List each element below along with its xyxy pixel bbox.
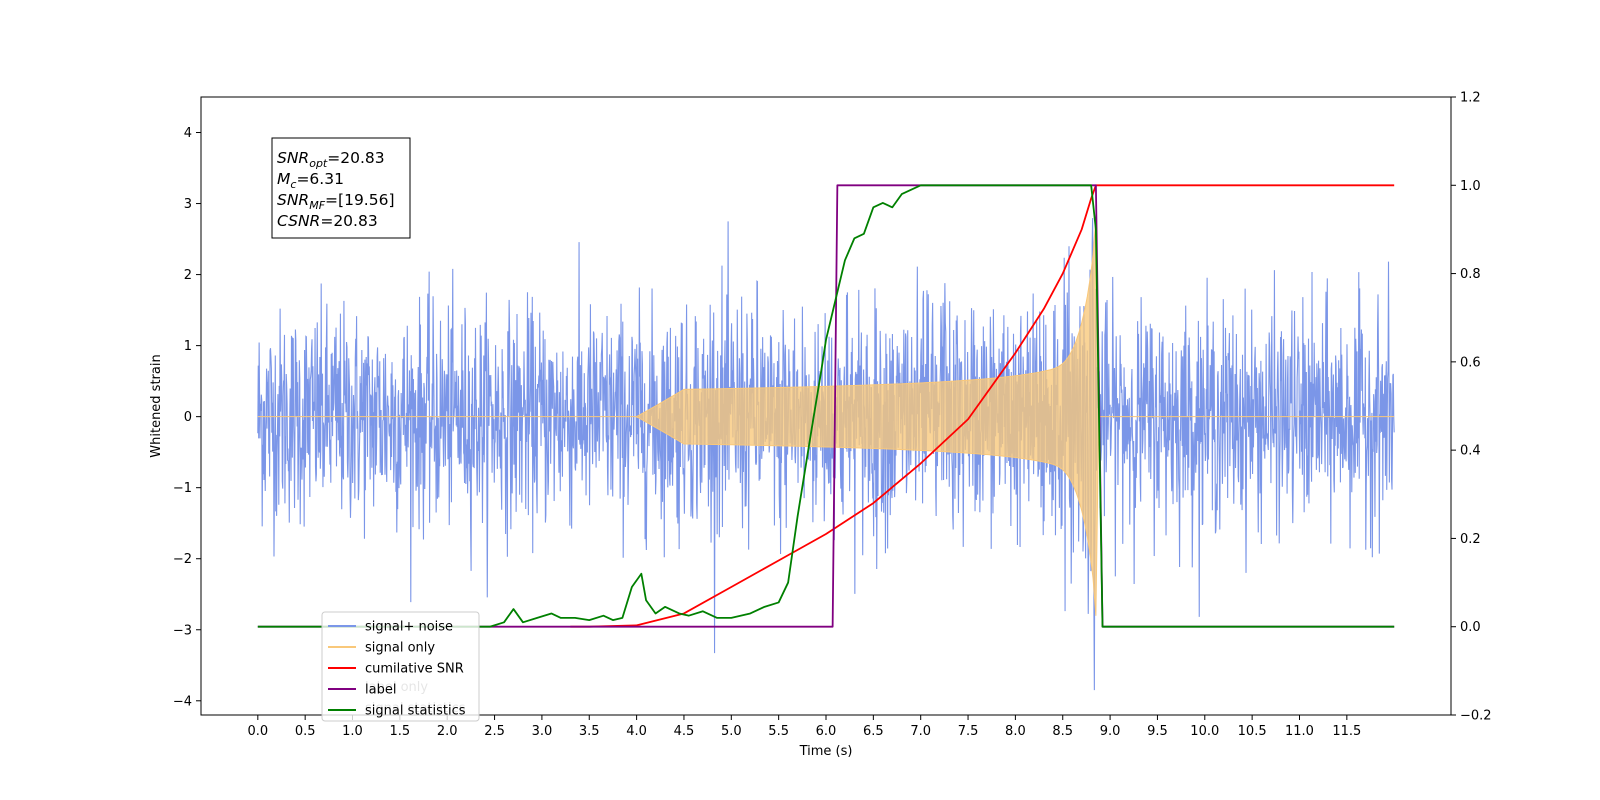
y-axis-label-left: Whitened strain: [149, 354, 164, 457]
legend-label: signal only: [365, 641, 435, 656]
annotation-value: =20.83: [320, 212, 377, 230]
annotation-symbol: M: [277, 170, 290, 188]
x-tick-label: 3.5: [579, 724, 600, 739]
x-axis-label: Time (s): [799, 744, 853, 759]
legend-label: signal+ noise: [365, 620, 453, 635]
x-tick-label: 9.5: [1147, 724, 1168, 739]
y-right-tick-label: 0.4: [1460, 444, 1481, 459]
x-tick-label: 8.5: [1052, 724, 1073, 739]
y-left-tick-label: −1: [173, 481, 192, 496]
annotation-symbol: CSNR: [277, 212, 320, 230]
x-tick-label: 5.5: [768, 724, 789, 739]
y-right-tick-label: 0.8: [1460, 267, 1481, 282]
series-signal-only: [257, 217, 1395, 616]
x-tick-label: 2.0: [437, 724, 458, 739]
y-left-tick-label: 4: [184, 126, 192, 141]
x-tick-label: 5.0: [721, 724, 742, 739]
x-tick-label: 10.5: [1238, 724, 1267, 739]
x-tick-label: 1.5: [390, 724, 411, 739]
y-right-tick-label: 0.0: [1460, 620, 1481, 635]
annotation-symbol: SNR: [277, 149, 309, 167]
annotation-symbol: SNR: [277, 191, 309, 209]
annotation-line: CSNR=20.83: [277, 212, 378, 230]
x-tick-label: 7.5: [958, 724, 979, 739]
x-tick-label: 3.0: [532, 724, 553, 739]
y-right-tick-label: 0.2: [1460, 532, 1481, 547]
legend-label: label: [365, 683, 396, 698]
y-left-tick-label: −4: [173, 694, 192, 709]
x-tick-label: 0.5: [295, 724, 316, 739]
x-tick-label: 10.0: [1190, 724, 1219, 739]
x-tick-label: 4.0: [626, 724, 647, 739]
axes-layer: 0.0 0.5 1.0 1.5 2.0 2.5 3.0 3.5 4.0 4.5 5.0 5.5 6.0 6…: [149, 91, 1492, 760]
legend-label: cumilative SNR: [365, 662, 464, 677]
y-left-tick-label: −3: [173, 623, 192, 638]
x-tick-label: 11.5: [1332, 724, 1361, 739]
y-left-tick-label: 2: [184, 268, 192, 283]
x-tick-label: 11.0: [1285, 724, 1314, 739]
y-left-tick-label: 3: [184, 197, 192, 212]
x-tick-label: 9.0: [1100, 724, 1121, 739]
y-left-tick-label: 1: [184, 339, 192, 354]
y-right-tick-label: 0.6: [1460, 355, 1481, 370]
annotation-line: Mc=6.31: [277, 170, 344, 191]
annotation-value: =[19.56]: [325, 191, 394, 209]
x-tick-label: 2.5: [484, 724, 505, 739]
series-cumulative-snr: [570, 184, 1395, 628]
x-tick-label: 4.5: [674, 724, 695, 739]
legend: label onlysignal statisticssignal+ noise…: [321, 611, 480, 722]
annotation-frame: [271, 137, 411, 239]
x-tick-label: 6.5: [863, 724, 884, 739]
y-right-tick-label: 1.0: [1460, 179, 1481, 194]
annotation-subscript: c: [290, 178, 296, 191]
annotation-line: SNRopt=20.83: [277, 149, 385, 170]
annotation-subscript: opt: [309, 157, 328, 170]
x-tick-label: 7.0: [910, 724, 931, 739]
y-right-tick-label: 1.2: [1460, 91, 1481, 106]
y-right-tick-label: −0.2: [1460, 709, 1492, 724]
legend-label: signal statistics: [365, 704, 466, 719]
series-layer: [257, 184, 1395, 691]
x-tick-label: 6.0: [816, 724, 837, 739]
annotation-line: SNRMF=[19.56]: [277, 191, 395, 212]
x-tick-label: 1.0: [342, 724, 363, 739]
y-left-tick-label: 0: [184, 410, 192, 425]
annotation-value: =20.83: [327, 149, 384, 167]
annotation-subscript: MF: [309, 199, 325, 212]
y-left-tick-label: −2: [173, 552, 192, 567]
annotation-box: SNRopt=20.83Mc=6.31SNRMF=[19.56]CSNR=20.…: [271, 137, 411, 239]
series-signal-statistics: [257, 184, 1395, 628]
legend-frame: [321, 611, 480, 722]
x-tick-label: 0.0: [247, 724, 268, 739]
x-tick-label: 8.0: [1005, 724, 1026, 739]
annotation-value: =6.31: [296, 170, 344, 188]
